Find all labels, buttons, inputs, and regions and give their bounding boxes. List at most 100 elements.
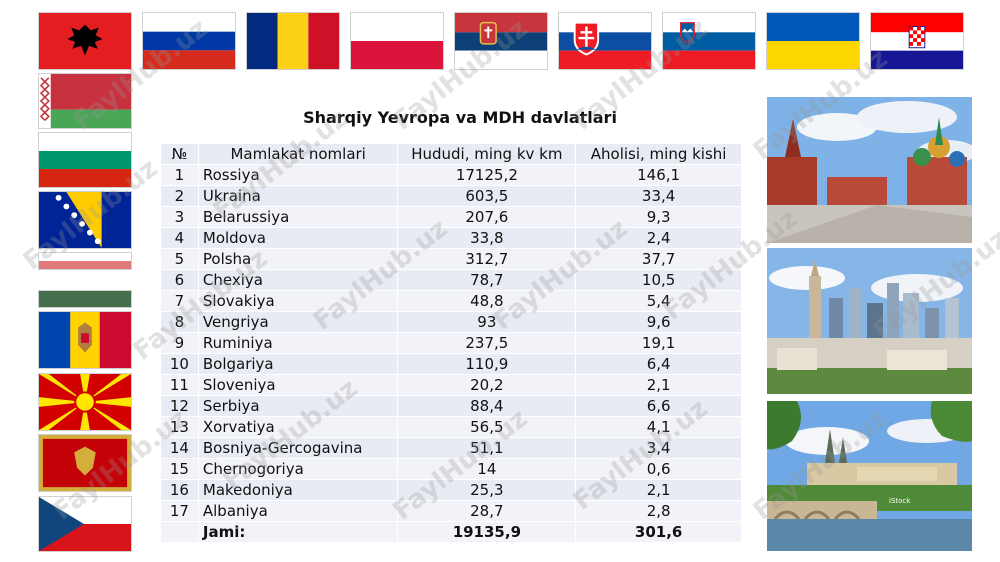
row-population: 2,4: [575, 227, 742, 249]
table-body: 1 Rossiya 17125,2 146,1 2 Ukraina 603,5 33,4 3 Be…: [160, 164, 742, 543]
row-area: 88,4: [397, 395, 577, 417]
row-area: 14: [397, 458, 577, 480]
row-population: 2,8: [575, 500, 742, 522]
row-country-name: Bosniya-Gercogavina: [197, 437, 399, 459]
total-area: 19135,9: [397, 521, 577, 543]
row-country-name: Sloveniya: [197, 374, 399, 396]
macedonia-flag: [38, 373, 132, 431]
row-country-name: Belarussiya: [197, 206, 399, 228]
row-area: 56,5: [397, 416, 577, 438]
table-row: 8 Vengriya 93 9,6: [160, 311, 742, 333]
table-row: 9 Ruminiya 237,5 19,1: [160, 332, 742, 354]
row-population: 2,1: [575, 374, 742, 396]
row-population: 10,5: [575, 269, 742, 291]
countries-table: № Mamlakat nomlari Hududi, ming kv km Ah…: [160, 143, 742, 543]
row-population: 9,6: [575, 311, 742, 333]
row-area: 110,9: [397, 353, 577, 375]
table-row: 16 Makedoniya 25,3 2,1: [160, 479, 742, 501]
row-area: 78,7: [397, 269, 577, 291]
row-number: 4: [160, 227, 199, 249]
row-area: 93: [397, 311, 577, 333]
row-country-name: Moldova: [197, 227, 399, 249]
row-country-name: Chernogoriya: [197, 458, 399, 480]
bosnia-flag: [38, 191, 132, 249]
table-row: 11 Sloveniya 20,2 2,1: [160, 374, 742, 396]
row-area: 51,1: [397, 437, 577, 459]
table-row: 12 Serbiya 88,4 6,6: [160, 395, 742, 417]
table-row: 7 Slovakiya 48,8 5,4: [160, 290, 742, 312]
row-country-name: Albaniya: [197, 500, 399, 522]
montenegro-flag: [38, 434, 132, 492]
row-country-name: Makedoniya: [197, 479, 399, 501]
total-empty: [160, 521, 199, 543]
row-population: 37,7: [575, 248, 742, 270]
row-number: 2: [160, 185, 199, 207]
table-row: 14 Bosniya-Gercogavina 51,1 3,4: [160, 437, 742, 459]
croatia-flag: [870, 12, 964, 70]
row-population: 6,4: [575, 353, 742, 375]
poland-flag: [350, 12, 444, 70]
row-area: 603,5: [397, 185, 577, 207]
czechia-flag: [38, 496, 132, 552]
row-number: 17: [160, 500, 199, 522]
table-row: 4 Moldova 33,8 2,4: [160, 227, 742, 249]
row-area: 207,6: [397, 206, 577, 228]
row-number: 11: [160, 374, 199, 396]
header-area: Hududi, ming kv km: [397, 143, 577, 165]
slovakia-flag: [558, 12, 652, 70]
row-country-name: Chexiya: [197, 269, 399, 291]
row-country-name: Vengriya: [197, 311, 399, 333]
row-area: 17125,2: [397, 164, 577, 186]
row-number: 14: [160, 437, 199, 459]
bulgaria-flag: [38, 132, 132, 188]
table-row: 17 Albaniya 28,7 2,8: [160, 500, 742, 522]
row-number: 15: [160, 458, 199, 480]
row-number: 16: [160, 479, 199, 501]
table-header-row: № Mamlakat nomlari Hududi, ming kv km Ah…: [160, 143, 742, 165]
warsaw-skyline-photo: [767, 248, 972, 394]
row-number: 5: [160, 248, 199, 270]
ukraine-flag: [766, 12, 860, 70]
row-number: 10: [160, 353, 199, 375]
moldova-flag: [38, 311, 132, 369]
header-population: Aholisi, ming kishi: [575, 143, 742, 165]
row-population: 0,6: [575, 458, 742, 480]
row-number: 1: [160, 164, 199, 186]
row-population: 2,1: [575, 479, 742, 501]
row-country-name: Serbiya: [197, 395, 399, 417]
row-country-name: Slovakiya: [197, 290, 399, 312]
row-area: 20,2: [397, 374, 577, 396]
row-number: 7: [160, 290, 199, 312]
table-row: 6 Chexiya 78,7 10,5: [160, 269, 742, 291]
row-number: 8: [160, 311, 199, 333]
row-area: 237,5: [397, 332, 577, 354]
row-population: 3,4: [575, 437, 742, 459]
row-country-name: Rossiya: [197, 164, 399, 186]
row-population: 6,6: [575, 395, 742, 417]
total-label: Jami:: [197, 521, 399, 543]
table-total-row: Jami: 19135,9 301,6: [160, 521, 742, 543]
table-row: 13 Xorvatiya 56,5 4,1: [160, 416, 742, 438]
header-number: №: [160, 143, 199, 165]
slovenia-flag: [662, 12, 756, 70]
moscow-red-square-photo: [767, 97, 972, 243]
row-area: 25,3: [397, 479, 577, 501]
row-country-name: Ruminiya: [197, 332, 399, 354]
table-row: 1 Rossiya 17125,2 146,1: [160, 164, 742, 186]
row-number: 3: [160, 206, 199, 228]
total-population: 301,6: [575, 521, 742, 543]
row-country-name: Polsha: [197, 248, 399, 270]
row-population: 4,1: [575, 416, 742, 438]
row-population: 33,4: [575, 185, 742, 207]
table-row: 2 Ukraina 603,5 33,4: [160, 185, 742, 207]
prague-castle-photo: iStock: [767, 401, 972, 551]
row-number: 13: [160, 416, 199, 438]
row-country-name: Ukraina: [197, 185, 399, 207]
hungary-flag-bottom: [38, 290, 132, 308]
table-row: 3 Belarussiya 207,6 9,3: [160, 206, 742, 228]
hungary-flag: [38, 252, 132, 270]
russia-flag: [142, 12, 236, 70]
row-number: 9: [160, 332, 199, 354]
row-country-name: Xorvatiya: [197, 416, 399, 438]
row-area: 312,7: [397, 248, 577, 270]
